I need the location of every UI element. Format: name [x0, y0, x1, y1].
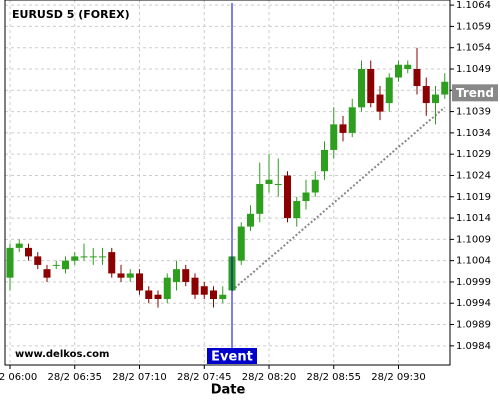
candle-body	[200, 286, 208, 295]
candle-body	[89, 256, 97, 258]
y-tick-label: 1.1054	[456, 43, 491, 54]
x-axis-label: Date	[211, 383, 246, 398]
trend-label: Trend	[456, 86, 494, 100]
y-tick-label: 1.1059	[456, 21, 491, 32]
candle-body	[136, 273, 143, 291]
candle-body	[25, 247, 32, 257]
y-tick-label: 1.1024	[456, 170, 491, 181]
trend-box	[452, 84, 498, 102]
candle-body	[311, 179, 319, 193]
candle-body	[293, 201, 301, 219]
y-tick-label: 1.1009	[456, 234, 491, 245]
y-tick-label: 1.1039	[456, 107, 491, 118]
candle-body	[99, 256, 106, 258]
candle-body	[126, 273, 134, 278]
x-tick-label: 28/2 09:30	[371, 372, 425, 383]
candle-body	[265, 179, 273, 184]
candle-body	[321, 149, 328, 172]
candle-body	[237, 226, 245, 261]
candle-body	[284, 175, 291, 219]
x-tick-label: 28/2 06:35	[48, 372, 102, 383]
y-tick-label: 1.1064	[456, 0, 491, 11]
y-tick-label: 1.1049	[456, 64, 491, 75]
candle-body	[182, 269, 190, 282]
candle-body	[422, 86, 430, 104]
chart-title: EURUSD 5 (FOREX)	[12, 8, 130, 21]
candle-body	[52, 264, 60, 266]
watermark: www.delkos.com	[15, 349, 109, 360]
candle-body	[302, 192, 310, 202]
y-tick-label: 1.1029	[456, 149, 491, 160]
x-tick-label: 28/2 06:00	[0, 372, 37, 383]
plot-frame	[4, 0, 451, 366]
event-box	[207, 348, 257, 364]
candle-body	[210, 290, 217, 299]
candle-body	[247, 213, 254, 227]
candle-body	[432, 94, 439, 104]
candle-body	[191, 277, 199, 295]
y-tick-label: 1.1004	[456, 256, 491, 267]
candle-body	[256, 183, 264, 214]
y-tick-label: 1.0999	[456, 277, 491, 288]
candle-body	[413, 68, 421, 87]
candle-body	[274, 183, 282, 185]
y-tick-label: 1.0989	[456, 320, 491, 331]
y-tick-label: 1.1034	[456, 128, 491, 139]
candle-body	[404, 64, 412, 69]
y-tick-label: 1.1019	[456, 192, 491, 203]
candle-body	[80, 256, 88, 258]
candle-body	[348, 107, 356, 133]
candle-body	[71, 256, 79, 261]
candle-body	[330, 124, 338, 150]
candle-body	[145, 290, 153, 299]
candle-body	[173, 269, 180, 282]
candle-body	[62, 260, 69, 270]
trend-line	[231, 106, 446, 292]
candle-body	[367, 68, 375, 104]
candle-body	[219, 294, 227, 299]
candle-body	[154, 294, 162, 299]
candle-body	[376, 94, 384, 112]
x-tick-label: 28/2 07:10	[112, 372, 166, 383]
candle-body	[441, 81, 449, 95]
x-tick-label: 28/2 08:55	[307, 372, 361, 383]
candle-body	[385, 77, 393, 104]
candle-body	[163, 277, 171, 299]
candle-body	[339, 124, 347, 133]
candle-body	[108, 252, 116, 274]
y-tick-label: 1.0994	[456, 298, 491, 309]
candle-body	[34, 256, 42, 265]
candle-body	[395, 64, 402, 78]
candle-body	[117, 273, 125, 278]
candle-body	[15, 243, 23, 248]
candle-body	[6, 247, 14, 278]
y-tick-label: 1.0984	[456, 341, 491, 352]
x-tick-label: 28/2 08:20	[242, 372, 296, 383]
candle-body	[43, 269, 51, 278]
x-tick-label: 28/2 07:45	[177, 372, 231, 383]
candle-body	[358, 68, 365, 108]
event-label: Event	[211, 350, 253, 365]
y-tick-label: 1.1014	[456, 213, 491, 224]
